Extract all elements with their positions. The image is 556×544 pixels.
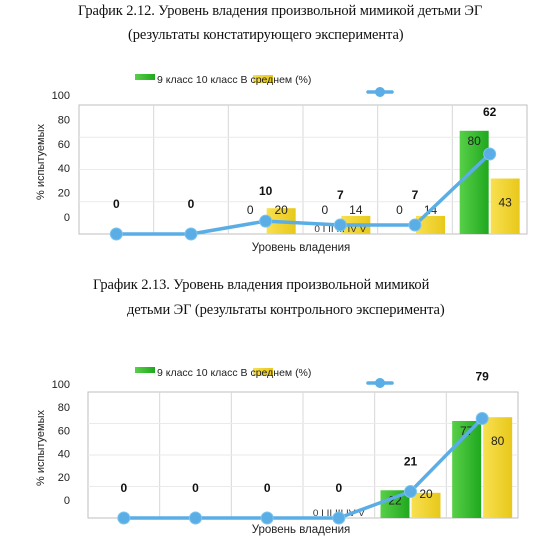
chart1-ylabel: % испытуемых [35,124,47,200]
chart1-avg-marker-III [333,218,347,232]
chart2-legend-text: 9 класс 10 класс В среднем (%) [157,367,311,379]
chart1-bar-10-label: 20 [274,203,288,217]
chart2-ytick-label: 80 [58,402,70,414]
chart2-bar-10-label: 20 [419,487,433,501]
chart2-ytick-label: 20 [58,472,70,484]
chart1-avg-marker-I [184,227,198,241]
chart2-avg-label: 0 [120,481,127,495]
chart1-legend-text: 9 класс 10 класс В среднем (%) [157,74,311,86]
chart1-bar-10-IV [416,215,445,234]
chart1-avg-label: 7 [337,188,344,202]
chart1-bar-10-V [490,178,520,234]
chart1-avg-line [116,152,491,236]
chart2-avg-marker-II [260,511,274,525]
chart1-ytick-label: 60 [58,139,70,151]
chart1-caption-line2: (результаты констатирующего эксперимента… [128,27,404,43]
chart1-bar-9-label: 0 [247,203,254,217]
chart1-ytick-label: 20 [58,188,70,200]
chart2-legend-swatch-10 [253,368,273,376]
chart2-caption-line1: График 2.13. Уровень владения произвольн… [93,277,430,293]
chart1-avg-label: 10 [259,184,273,198]
chart1-avg-label: 0 [188,197,195,211]
chart1-avg-marker-II [259,214,273,228]
chart1-caption-line1: График 2.12. Уровень владения произвольн… [78,3,483,19]
chart2-avg-marker-IV [404,485,417,499]
chart2-avg-marker-I [189,511,202,525]
chart1-legend-marker [375,87,385,97]
chart2-avg-line [123,417,484,520]
chart2-avg-marker-III [332,511,346,525]
chart2-bar-9-label: 77 [460,424,474,438]
chart1-legend-swatch-10 [253,75,273,83]
chart2-ytick-label: 100 [52,379,70,391]
chart2-bar-9-V [452,420,482,518]
chart2-group: 0 20 40 60 80 100 % испытуемых 9 класс 10 класс… [35,367,519,536]
chart1-avg-label: 0 [113,197,120,211]
chart1-ytick-label: 40 [58,163,70,175]
chart2-avg-label: 0 [264,481,271,495]
chart2-avg-marker-0 [117,511,131,525]
chart2-avg-label: 79 [475,369,489,383]
chart2-bar-10-IV [411,492,441,518]
chart2-bar-10-label: 80 [491,434,505,448]
chart2-avg-label: 21 [404,455,418,469]
chart2-bar-10-V [483,417,513,518]
chart1-avg-label: 62 [483,105,497,119]
chart2-caption-line2: детьми ЭГ (результаты контрольного экспе… [127,302,445,318]
chart1-bar-9-label: 80 [467,134,481,148]
chart1-avg-marker-IV [408,218,422,232]
chart2-avg-marker-V [475,411,489,425]
chart1-bar-10-label: 14 [349,203,363,217]
chart2-ytick-label: 60 [58,425,70,437]
chart1-ytick-label: 80 [58,114,70,126]
chart1-bar-10-label: 43 [498,196,512,210]
chart2-ylabel: % испытуемых [35,410,47,486]
chart2-legend-marker [375,378,385,388]
chart2-ytick-label: 40 [58,449,70,461]
chart2-legend-swatch-9 [135,367,155,373]
chart2-avg-label: 0 [335,481,342,495]
chart1-xlabel: Уровень владения [252,242,351,254]
chart1-bar-9-V [459,130,489,234]
chart1-avg-marker-0 [109,227,123,241]
chart1-ytick-label: 100 [52,90,70,102]
chart1-avg-label: 7 [412,188,419,202]
chart2-xlabel: Уровень владения [252,524,351,536]
chart1-legend-swatch-9 [135,74,155,80]
chart1-ytick-label: 0 [64,212,70,224]
chart2-ytick-label: 0 [64,495,70,507]
chart1-bar-9-label: 0 [396,203,403,217]
chart1-bar-9-label: 0 [321,203,328,217]
chart1-avg-marker-V [483,147,497,161]
chart2-avg-label: 0 [192,481,199,495]
